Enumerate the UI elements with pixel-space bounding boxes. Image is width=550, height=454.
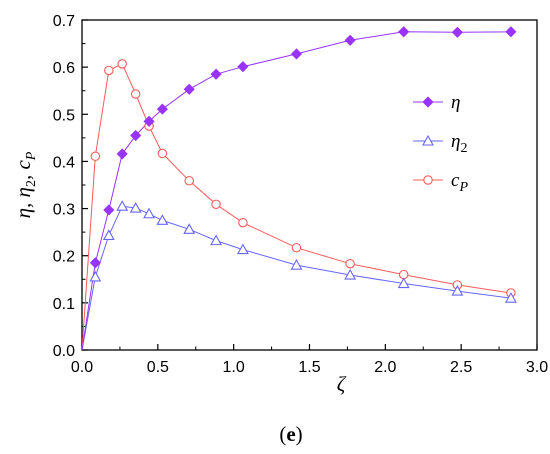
data-point-0 xyxy=(183,83,195,95)
data-point-0 xyxy=(505,26,517,38)
legend-label: η2 xyxy=(451,131,467,156)
x-tick-label: 1.0 xyxy=(223,359,245,376)
data-point-0 xyxy=(130,129,142,142)
y-title-cp-sub: P xyxy=(24,151,39,161)
data-point-2 xyxy=(345,258,355,269)
data-point-1 xyxy=(116,200,129,211)
data-point-0 xyxy=(156,103,168,115)
x-tick-label: 0.5 xyxy=(147,359,169,376)
data-point-1 xyxy=(102,229,115,240)
data-point-1 xyxy=(290,259,303,270)
x-axis-title: ζ xyxy=(337,372,347,396)
series-line-1 xyxy=(81,205,511,351)
data-point-0 xyxy=(398,26,410,38)
data-point-1 xyxy=(89,270,102,282)
data-point-0 xyxy=(237,61,249,73)
axis-ticks: 0.0 0.5 1.0 1.5 2.0 2.5 3.0 0.0 0.1 0.2 0.3 0.4 0.5 0… xyxy=(53,13,548,376)
series-markers xyxy=(89,26,517,303)
y-tick-label: 0.5 xyxy=(53,107,75,124)
data-point-2 xyxy=(90,151,101,161)
panel-label-open: ( xyxy=(279,422,286,446)
y-tick-label: 0.3 xyxy=(53,202,75,219)
y-title-eta: η xyxy=(11,208,35,218)
y-title-sep-2: , xyxy=(11,170,35,181)
data-point-1 xyxy=(504,292,517,303)
legend-marker xyxy=(422,96,434,108)
legend-label: cP xyxy=(451,170,468,195)
series-line-2 xyxy=(81,63,511,351)
legend-marker xyxy=(423,175,433,185)
panel-label: (e) xyxy=(279,422,302,446)
data-point-1 xyxy=(143,207,155,219)
legend: η η2 cP xyxy=(413,92,468,195)
data-point-2 xyxy=(291,242,302,253)
data-point-1 xyxy=(156,214,169,225)
data-point-2 xyxy=(130,89,141,99)
y-title-eta2: η xyxy=(11,187,35,197)
panel-label-letter: e xyxy=(286,422,295,446)
legend-label: η xyxy=(451,92,460,113)
series-line-0 xyxy=(81,31,511,351)
data-point-0 xyxy=(103,204,115,216)
y-tick-label: 0.0 xyxy=(53,343,75,360)
x-tick-label: 1.5 xyxy=(298,359,320,376)
data-point-1 xyxy=(397,277,410,289)
data-point-1 xyxy=(236,243,249,255)
data-point-1 xyxy=(183,223,196,234)
data-point-2 xyxy=(117,59,127,69)
x-tick-label: 3.0 xyxy=(526,359,548,376)
data-point-0 xyxy=(451,26,463,38)
data-point-0 xyxy=(210,68,222,80)
data-point-1 xyxy=(344,268,357,280)
data-point-2 xyxy=(238,217,248,228)
data-point-2 xyxy=(104,65,114,76)
y-title-cp: c xyxy=(11,160,35,170)
panel-label-close: ) xyxy=(296,422,303,446)
data-point-2 xyxy=(184,176,194,186)
data-point-0 xyxy=(143,115,155,127)
x-tick-label: 2.0 xyxy=(374,359,396,376)
plot-frame xyxy=(81,19,538,351)
data-point-1 xyxy=(210,234,223,246)
x-tick-label: 2.5 xyxy=(450,359,472,376)
data-point-0 xyxy=(116,148,128,160)
x-tick-label: 0.0 xyxy=(71,359,93,376)
y-tick-label: 0.2 xyxy=(53,249,75,266)
y-tick-label: 0.1 xyxy=(53,296,75,313)
data-point-2 xyxy=(211,199,221,210)
y-tick-label: 0.7 xyxy=(53,13,75,30)
y-tick-label: 0.4 xyxy=(53,154,75,171)
data-point-1 xyxy=(129,201,142,213)
y-title-sep-1: , xyxy=(11,197,35,208)
y-axis-title: η, η2, cP xyxy=(11,151,39,218)
y-title-eta2-sub: 2 xyxy=(24,180,39,187)
series-lines xyxy=(81,31,511,351)
data-point-0 xyxy=(89,257,101,269)
data-point-0 xyxy=(290,48,303,60)
data-point-0 xyxy=(344,34,356,46)
data-point-1 xyxy=(451,284,464,296)
data-point-2 xyxy=(157,148,168,159)
y-tick-label: 0.6 xyxy=(53,60,75,77)
legend-marker xyxy=(422,134,434,146)
